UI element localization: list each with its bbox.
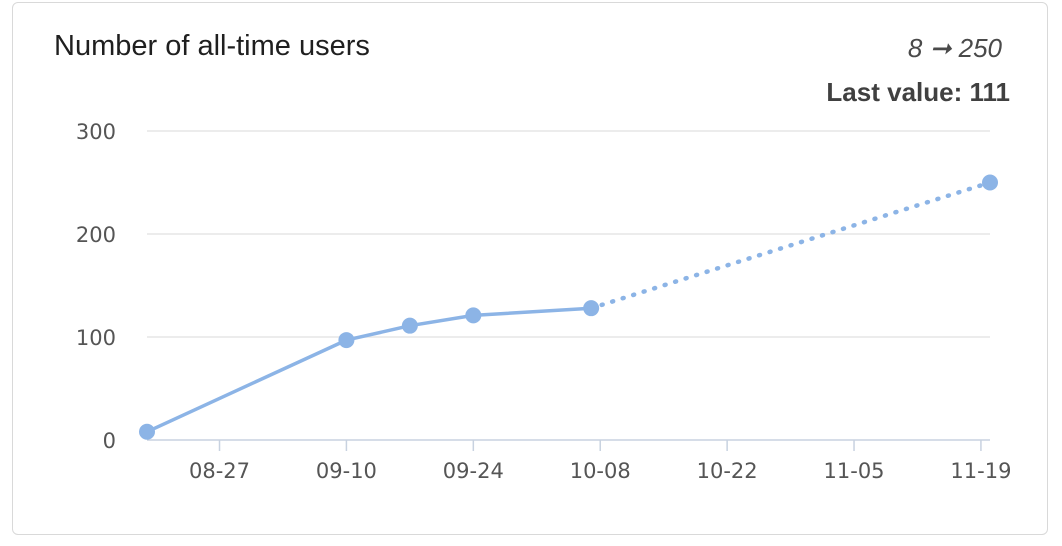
chart-title: Number of all-time users (54, 30, 370, 62)
range-arrow-icon: ➞ (929, 33, 952, 63)
data-point-5 (583, 300, 600, 317)
y-tick-label-100: 100 (76, 326, 116, 350)
last-value-label: Last value: (826, 77, 963, 107)
value-range: 8 ➞ 250 (908, 33, 1002, 64)
last-value-number: 111 (969, 77, 1010, 107)
x-tick-label-08-27: 08-27 (189, 459, 250, 483)
x-tick-label-10-08: 10-08 (570, 459, 631, 483)
x-tick-label-09-10: 09-10 (316, 459, 377, 483)
data-point-3 (401, 317, 418, 334)
data-point-2 (338, 332, 355, 349)
y-tick-label-200: 200 (76, 223, 116, 247)
last-value: Last value: 111 (826, 77, 1010, 108)
data-point-6 (982, 174, 998, 191)
y-tick-label-0: 0 (103, 429, 116, 453)
x-tick-label-11-19: 11-19 (950, 459, 1011, 483)
data-point-4 (465, 307, 482, 324)
chart-card (12, 2, 1048, 535)
range-to: 250 (958, 33, 1002, 63)
x-tick-label-10-22: 10-22 (697, 459, 758, 483)
x-tick-label-09-24: 09-24 (443, 459, 504, 483)
forecast-line (588, 180, 993, 311)
series-line (145, 306, 593, 434)
range-from: 8 (907, 33, 923, 63)
x-tick-label-11-05: 11-05 (824, 459, 885, 483)
y-tick-label-300: 300 (76, 120, 116, 144)
data-point-1 (139, 423, 155, 440)
